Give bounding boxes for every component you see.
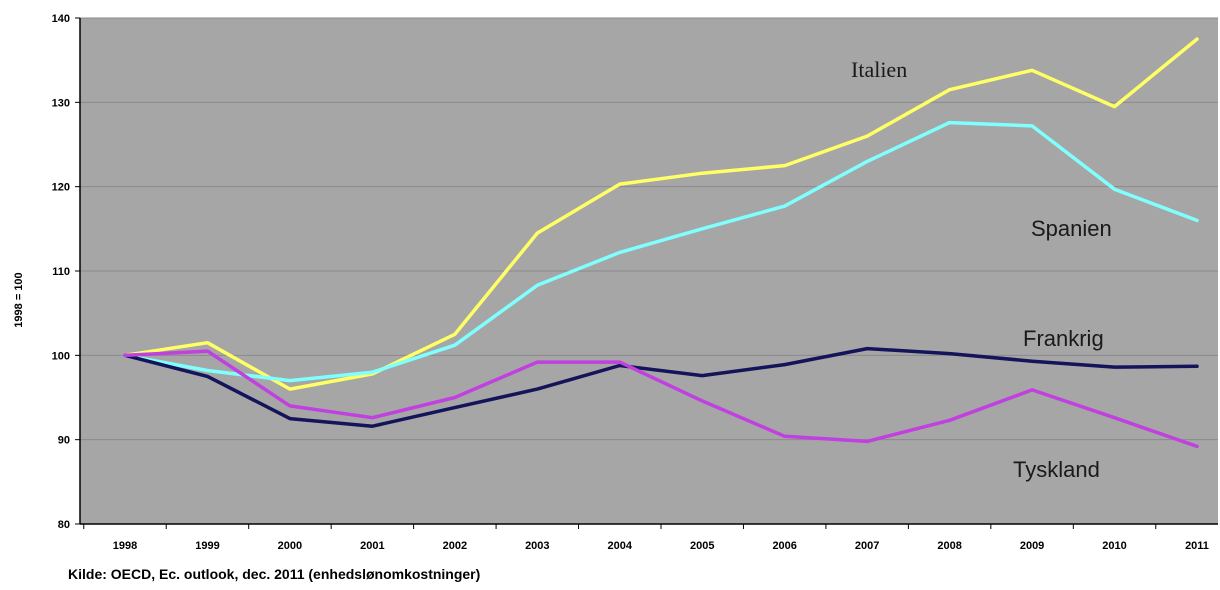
x-tick-label: 2004 <box>608 540 633 552</box>
y-tick-labels: 80 90 100 110 120 130 140 <box>52 13 70 531</box>
y-axis-label: 1998 = 100 <box>13 272 25 327</box>
x-tick-label: 2005 <box>690 540 714 552</box>
x-tick-label: 2001 <box>360 540 384 552</box>
source-note: Kilde: OECD, Ec. outlook, dec. 2011 (enh… <box>68 566 481 582</box>
series-line-spanien <box>123 120 1199 383</box>
x-tick-label: 2006 <box>772 540 796 552</box>
x-tick-label: 2003 <box>525 540 549 552</box>
x-tick-label: 2008 <box>937 540 961 552</box>
y-tick-label: 80 <box>58 519 70 531</box>
y-tick-label: 130 <box>52 97 70 109</box>
y-tick-label: 120 <box>52 182 70 194</box>
x-tick-label: 2000 <box>278 540 302 552</box>
series-label-tyskland: Tyskland <box>1013 457 1100 482</box>
x-tick-label: 1999 <box>195 540 219 552</box>
series-label-italien: Italien <box>851 57 907 82</box>
x-tick-label: 1998 <box>113 540 137 552</box>
x-tick-label: 2010 <box>1102 540 1126 552</box>
y-tick-label: 110 <box>52 266 70 278</box>
series-line-frankrig <box>123 346 1199 428</box>
y-tick-label: 140 <box>52 13 70 25</box>
series-line-italien <box>123 37 1199 391</box>
series-label-frankrig: Frankrig <box>1023 326 1104 351</box>
x-tick-label: 2007 <box>855 540 879 552</box>
series-label-spanien: Spanien <box>1031 216 1112 241</box>
series-lines <box>123 37 1199 449</box>
y-tick-label: 100 <box>52 350 70 362</box>
axes <box>79 18 1218 529</box>
gridlines <box>75 17 1218 525</box>
x-tick-label: 2009 <box>1020 540 1044 552</box>
y-tick-label: 90 <box>58 435 70 447</box>
x-tick-labels: 1998 1999 2000 2001 2002 2003 2004 2005 2006 2007… <box>113 540 1209 552</box>
x-tick-label: 2002 <box>443 540 467 552</box>
series-labels: Italien Spanien Frankrig Tyskland <box>851 57 1112 482</box>
series-line-tyskland <box>123 349 1199 449</box>
x-tick-label: 2011 <box>1185 540 1209 552</box>
